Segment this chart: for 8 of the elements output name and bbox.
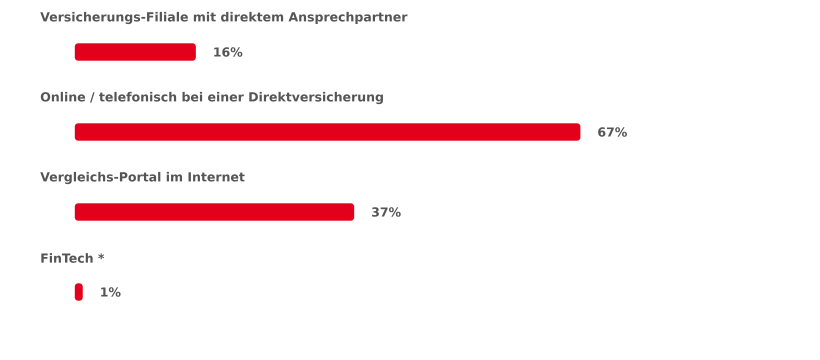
y-tick-label: Online / telefonisch bei einer Direktversicherung — [40, 92, 383, 104]
data-label: 16% — [214, 47, 242, 57]
data-label: 67% — [598, 127, 627, 137]
y-tick-label: FinTech * — [41, 253, 104, 263]
y-tick-label: Vergleichs-Portal im Internet — [40, 172, 245, 184]
y-tick-label: Versicherungs-Filiale mit direktem Ansprechpartner — [40, 12, 408, 24]
data-label: 1% — [101, 287, 121, 297]
data-label: 37% — [372, 207, 401, 217]
